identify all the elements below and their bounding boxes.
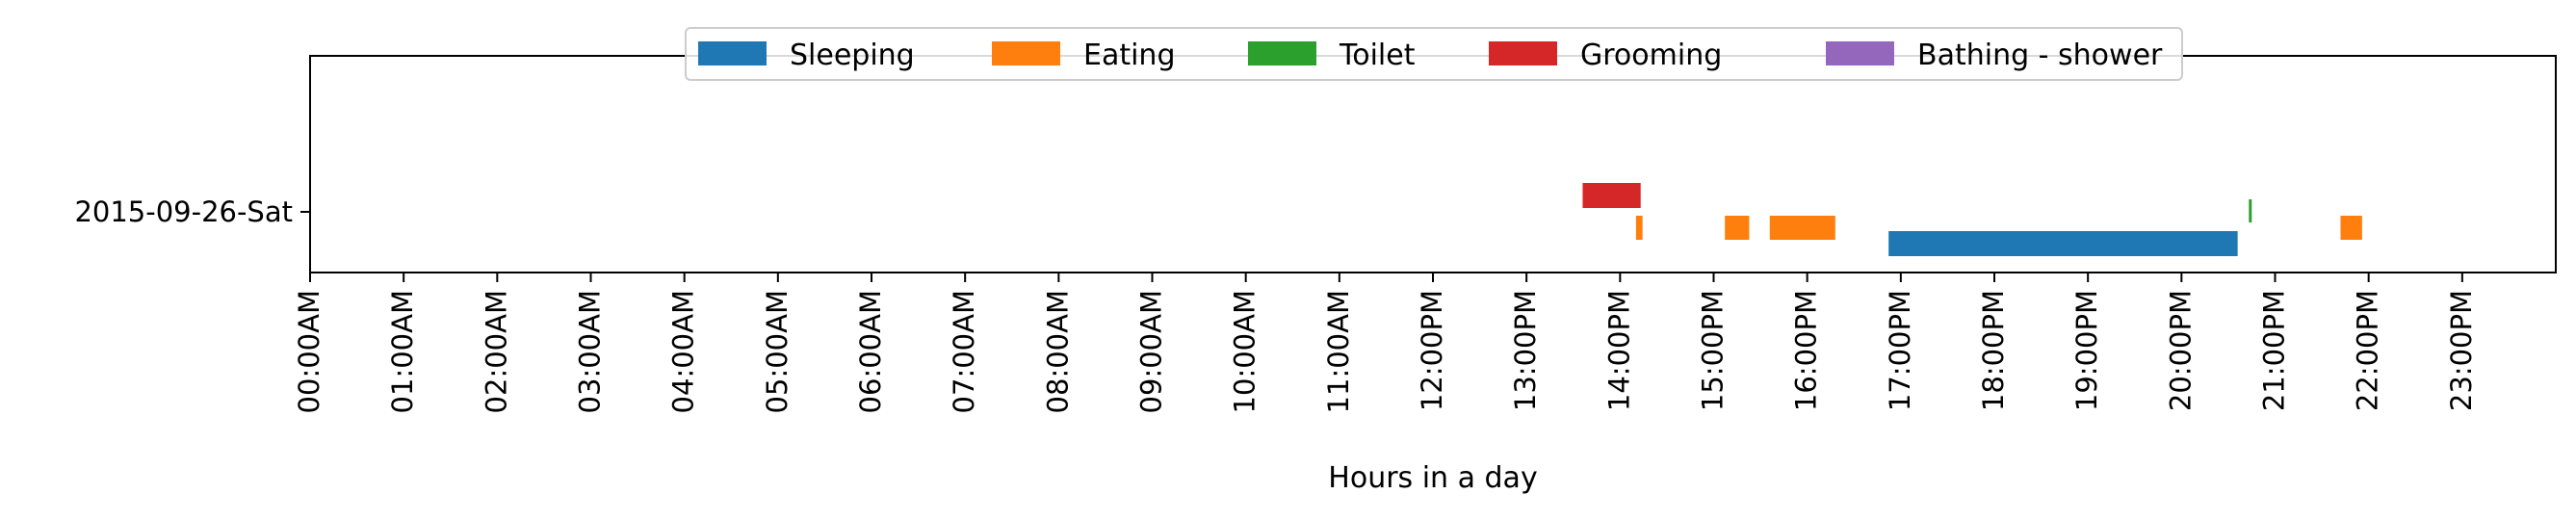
x-tick-label: 07:00AM bbox=[948, 290, 980, 413]
x-tick-label: 02:00AM bbox=[480, 290, 512, 413]
x-tick-label: 00:00AM bbox=[293, 290, 325, 413]
grooming-bar bbox=[1582, 183, 1641, 208]
legend-swatch bbox=[698, 41, 767, 65]
x-tick-label: 11:00AM bbox=[1322, 290, 1355, 413]
x-tick-label: 19:00PM bbox=[2070, 290, 2103, 411]
x-tick-label: 06:00AM bbox=[854, 290, 887, 413]
x-tick-label: 21:00PM bbox=[2258, 290, 2291, 411]
x-tick-label: 05:00AM bbox=[761, 290, 794, 413]
legend-label: Eating bbox=[1083, 39, 1176, 72]
eating-bar bbox=[1769, 216, 1835, 240]
x-tick-label: 03:00AM bbox=[574, 290, 607, 413]
legend-swatch bbox=[1489, 41, 1557, 65]
activity-bars bbox=[1582, 183, 2362, 256]
eating-bar bbox=[1635, 216, 1643, 240]
legend-swatch bbox=[1248, 41, 1316, 65]
x-tick-label: 23:00PM bbox=[2445, 290, 2478, 411]
x-axis: 00:00AM 01:00AM 02:00AM 03:00AM 04:00AM 05:00… bbox=[293, 273, 2478, 413]
x-tick-label: 13:00PM bbox=[1509, 290, 1542, 411]
x-tick-label: 09:00AM bbox=[1135, 290, 1168, 413]
x-tick-label: 14:00PM bbox=[1602, 290, 1635, 411]
legend-swatch bbox=[1826, 41, 1894, 65]
eating-bar bbox=[2340, 216, 2362, 240]
x-tick-label: 04:00AM bbox=[667, 290, 700, 413]
legend-frame bbox=[685, 27, 2183, 81]
sleeping-bar bbox=[1888, 231, 2238, 256]
x-axis-title: Hours in a day bbox=[1328, 461, 1537, 495]
x-tick-label: 10:00AM bbox=[1229, 290, 1262, 413]
x-tick-label: 15:00PM bbox=[1697, 290, 1730, 411]
x-tick-label: 01:00AM bbox=[386, 290, 419, 413]
x-tick-label: 17:00PM bbox=[1884, 290, 1916, 411]
x-tick-label: 16:00PM bbox=[1790, 290, 1823, 411]
toilet-bar bbox=[2249, 199, 2252, 222]
x-tick-label: 18:00PM bbox=[1977, 290, 2010, 411]
y-axis: 2015-09-26-Sat bbox=[74, 195, 310, 228]
x-tick-label: 20:00PM bbox=[2164, 290, 2197, 411]
x-tick-label: 08:00AM bbox=[1041, 290, 1074, 413]
x-tick-label: 12:00PM bbox=[1416, 290, 1448, 411]
x-tick-label: 22:00PM bbox=[2352, 290, 2384, 411]
eating-bar bbox=[1725, 216, 1750, 240]
legend-label: Bathing - shower bbox=[1917, 39, 2163, 72]
y-tick-label: 2015-09-26-Sat bbox=[74, 195, 293, 228]
legend-label: Grooming bbox=[1580, 39, 1722, 72]
legend: Sleeping Eating Toilet Grooming Bathing - sh… bbox=[685, 27, 2183, 81]
legend-label: Toilet bbox=[1339, 39, 1416, 72]
legend-label: Sleeping bbox=[790, 39, 915, 72]
legend-swatch bbox=[992, 41, 1060, 65]
